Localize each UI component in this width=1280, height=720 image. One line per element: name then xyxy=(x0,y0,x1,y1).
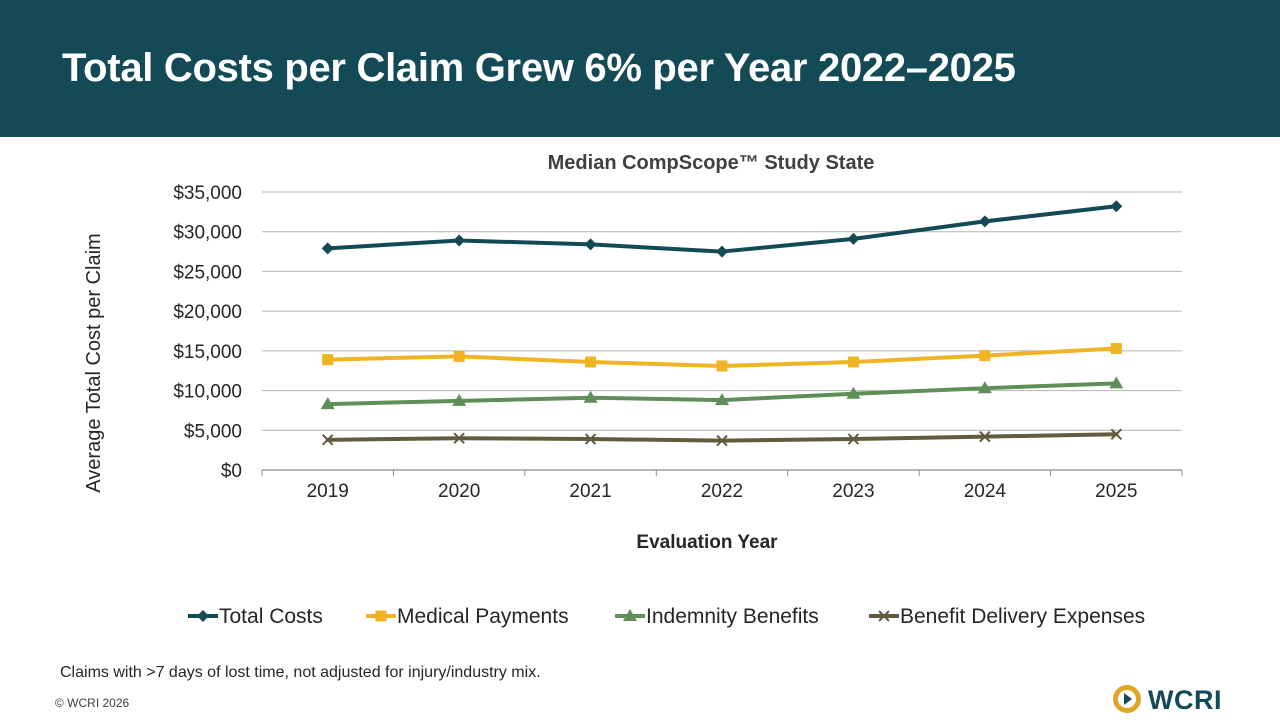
footnote: Claims with >7 days of lost time, not ad… xyxy=(60,664,541,681)
data-point xyxy=(584,433,597,445)
data-point xyxy=(979,350,991,362)
series-line-total-costs xyxy=(325,204,1119,254)
chart-title: Median CompScope™ Study State xyxy=(548,152,875,174)
copyright: © WCRI 2026 xyxy=(55,696,130,710)
data-point xyxy=(979,430,991,443)
legend-marker xyxy=(375,610,387,622)
data-point xyxy=(847,356,859,368)
y-tick-label: $5,000 xyxy=(184,421,242,442)
x-tick-label: 2024 xyxy=(964,481,1007,502)
data-point xyxy=(583,390,598,403)
data-point xyxy=(1110,342,1122,354)
y-tick-label: $35,000 xyxy=(173,183,242,204)
x-tick-label: 2023 xyxy=(832,481,874,502)
data-point xyxy=(321,242,334,255)
y-tick-label: $25,000 xyxy=(173,262,242,283)
data-point xyxy=(584,238,597,251)
x-axis-label: Evaluation Year xyxy=(636,532,778,553)
x-tick-label: 2025 xyxy=(1095,481,1137,502)
legend-label: Total Costs xyxy=(219,605,323,628)
data-point xyxy=(716,245,728,258)
data-point xyxy=(977,381,992,394)
y-tick-label: $30,000 xyxy=(173,223,242,244)
legend-marker xyxy=(878,610,890,622)
data-point xyxy=(1110,200,1123,213)
logo-text: WCRI xyxy=(1148,685,1222,715)
data-point xyxy=(452,393,467,406)
legend-label: Medical Payments xyxy=(397,605,569,628)
legend-label: Indemnity Benefits xyxy=(646,605,819,628)
data-point xyxy=(585,356,597,368)
x-tick-label: 2022 xyxy=(701,481,743,502)
legend-marker xyxy=(623,609,637,621)
data-point xyxy=(978,215,991,228)
data-point xyxy=(1110,428,1122,440)
x-tick-label: 2021 xyxy=(569,481,611,502)
data-point xyxy=(322,434,334,446)
y-tick-label: $20,000 xyxy=(173,302,242,323)
slide-header: Total Costs per Claim Grew 6% per Year 2… xyxy=(0,0,1280,137)
data-point xyxy=(716,360,728,372)
data-point xyxy=(715,393,729,406)
y-tick-label: $0 xyxy=(221,461,242,482)
x-tick-label: 2020 xyxy=(438,481,480,502)
legend-marker xyxy=(197,610,209,622)
slide-title: Total Costs per Claim Grew 6% per Year 2… xyxy=(62,46,1016,90)
data-point xyxy=(847,433,860,445)
data-point xyxy=(322,354,334,366)
data-point xyxy=(453,234,466,247)
data-point xyxy=(453,350,465,362)
line-chart: Median CompScope™ Study State $0 $5,000 $10… xyxy=(83,152,1183,628)
data-point xyxy=(847,232,860,245)
legend-label: Benefit Delivery Expenses xyxy=(900,605,1145,628)
data-point xyxy=(716,434,728,447)
data-point xyxy=(320,397,335,410)
y-tick-label: $10,000 xyxy=(173,382,242,403)
x-tick-label: 2019 xyxy=(307,481,349,502)
data-point xyxy=(453,432,465,444)
y-axis-label: Average Total Cost per Claim xyxy=(83,233,105,492)
wcri-logo: WCRI xyxy=(1112,683,1222,715)
logo-ring-icon xyxy=(1113,685,1141,713)
y-tick-label: $15,000 xyxy=(173,342,242,363)
data-point xyxy=(1109,376,1124,389)
data-point xyxy=(846,386,861,399)
